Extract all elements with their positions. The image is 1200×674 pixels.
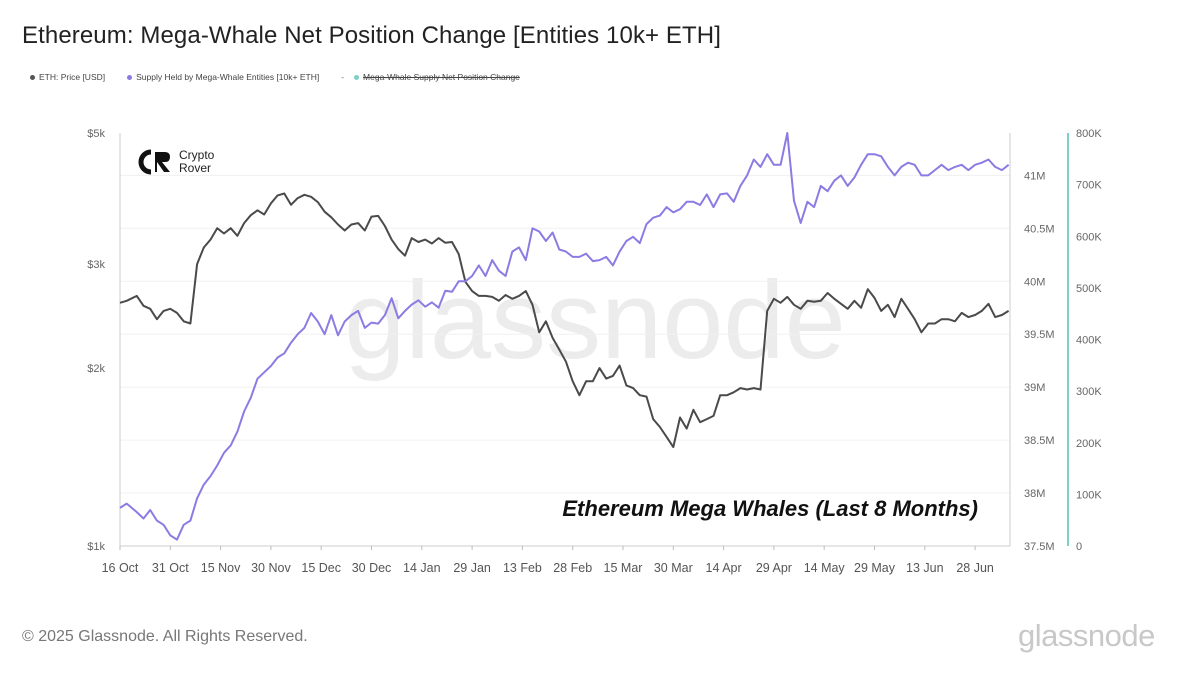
x-tick-label: 15 Nov bbox=[201, 561, 241, 575]
y-right-tick-label: 200K bbox=[1076, 438, 1102, 450]
x-tick-label: 14 May bbox=[804, 561, 846, 575]
x-tick-label: 16 Oct bbox=[102, 561, 139, 575]
x-tick-label: 31 Oct bbox=[152, 561, 189, 575]
legend-item-net-position-change[interactable]: Mega-Whale Supply Net Position Change bbox=[354, 72, 520, 82]
y-right-tick-label: 100K bbox=[1076, 489, 1102, 501]
legend-dot-icon bbox=[127, 74, 133, 80]
chart-title: Ethereum: Mega-Whale Net Position Change… bbox=[22, 22, 721, 49]
x-tick-label: 13 Feb bbox=[503, 561, 542, 575]
footer-copyright: © 2025 Glassnode. All Rights Reserved. bbox=[22, 628, 308, 645]
y-left-tick-label: $3k bbox=[87, 259, 105, 271]
series-line-eth-price bbox=[119, 192, 1010, 449]
y-right-tick-label: 700K bbox=[1076, 180, 1102, 192]
watermark-text: glassnode bbox=[344, 259, 846, 382]
legend-label: Supply Held by Mega-Whale Entities [10k+… bbox=[136, 72, 320, 82]
y-mid-tick-label: 38.5M bbox=[1024, 435, 1055, 447]
x-tick-label: 28 Feb bbox=[553, 561, 592, 575]
annotation-text: Ethereum Mega Whales (Last 8 Months) bbox=[562, 496, 978, 521]
crypto-rover-logo: Crypto Rover bbox=[135, 148, 214, 176]
y-right-tick-label: 0 bbox=[1076, 541, 1082, 553]
x-tick-label: 30 Dec bbox=[352, 561, 392, 575]
footer-logo: glassnode bbox=[1018, 618, 1155, 653]
legend-dot-icon bbox=[30, 74, 35, 80]
y-mid-tick-label: 38M bbox=[1024, 488, 1045, 500]
legend-dot-icon bbox=[354, 74, 360, 80]
y-right-tick-label: 600K bbox=[1076, 231, 1102, 243]
y-right-tick-label: 800K bbox=[1076, 128, 1102, 140]
x-tick-label: 30 Mar bbox=[654, 561, 693, 575]
legend-label: ETH: Price [USD] bbox=[39, 72, 106, 82]
x-tick-label: 14 Apr bbox=[706, 561, 742, 575]
brand-line-2: Rover bbox=[179, 161, 212, 175]
y-mid-tick-label: 41M bbox=[1024, 170, 1045, 182]
x-tick-label: 15 Dec bbox=[301, 561, 341, 575]
legend-separator: - bbox=[341, 72, 345, 82]
y-left-tick-label: $2k bbox=[87, 363, 105, 375]
x-tick-label: 15 Mar bbox=[604, 561, 643, 575]
legend-item-supply-held[interactable]: Supply Held by Mega-Whale Entities [10k+… bbox=[127, 72, 319, 82]
y-left-tick-label: $5k bbox=[87, 128, 105, 140]
legend: ETH: Price [USD] Supply Held by Mega-Wha… bbox=[30, 72, 542, 82]
legend-label: Mega-Whale Supply Net Position Change bbox=[363, 72, 520, 82]
y-mid-tick-label: 37.5M bbox=[1024, 541, 1055, 553]
series-line-supply-held bbox=[119, 132, 1010, 541]
y-right-tick-label: 400K bbox=[1076, 335, 1102, 347]
x-tick-label: 13 Jun bbox=[906, 561, 944, 575]
brand-line-1: Crypto bbox=[179, 148, 215, 162]
y-mid-tick-label: 39.5M bbox=[1024, 329, 1055, 341]
y-right-tick-label: 500K bbox=[1076, 283, 1102, 295]
y-mid-tick-label: 39M bbox=[1024, 382, 1045, 394]
y-mid-tick-label: 40.5M bbox=[1024, 223, 1055, 235]
y-mid-tick-label: 40M bbox=[1024, 276, 1045, 288]
y-left-tick-label: $1k bbox=[87, 541, 105, 553]
x-tick-label: 29 Jan bbox=[453, 561, 491, 575]
x-tick-label: 30 Nov bbox=[251, 561, 291, 575]
y-right-tick-label: 300K bbox=[1076, 386, 1102, 398]
x-tick-label: 28 Jun bbox=[956, 561, 994, 575]
x-tick-label: 29 Apr bbox=[756, 561, 792, 575]
legend-item-eth-price[interactable]: ETH: Price [USD] bbox=[30, 72, 105, 82]
crypto-rover-logo-icon bbox=[138, 149, 170, 175]
x-tick-label: 29 May bbox=[854, 561, 896, 575]
x-tick-label: 14 Jan bbox=[403, 561, 441, 575]
